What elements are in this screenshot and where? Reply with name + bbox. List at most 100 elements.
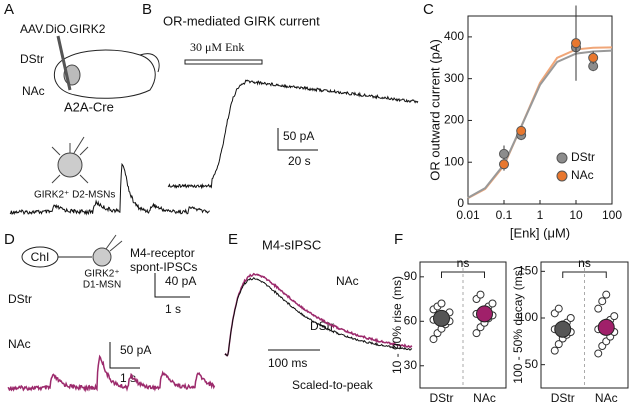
data-point [516,125,527,136]
data-point [594,349,603,358]
cell-label: ChI [31,250,50,264]
data-point [499,159,509,170]
trace-label: NAc [8,337,31,351]
data-point [554,304,563,313]
electrode [105,234,123,252]
drug-label: 30 μM Enk [190,40,244,54]
cell-label: GIRK2⁺ D2-MSNs [34,190,115,201]
data-point [437,299,446,308]
significance-bracket [441,271,485,278]
y-tick-label: 60 [404,313,418,327]
data-point [476,290,485,299]
panel-title: M4-receptor [130,246,195,260]
y-axis-label: 10 - 90% rise (ms) [390,276,404,374]
significance-label: ns [457,256,470,270]
data-point [554,340,563,349]
cell-label: GIRK2⁺ [84,269,119,280]
x-tick-label: DStr [430,391,454,405]
panel-title: OR-mediated GIRK current [163,13,320,28]
scale-bar [154,273,190,298]
trace-label: NAc [336,274,359,288]
x-tick-label: NAc [595,391,618,405]
significance-bracket [562,271,607,278]
scale-label: 50 pA [120,343,151,357]
significance-label: ns [578,256,591,270]
brain-outline [53,49,156,99]
panel-title: M4-sIPSC [262,237,321,252]
y-tick-label: 30 [404,358,418,372]
data-point [610,312,619,321]
x-tick-label: 100 [602,208,622,222]
x-tick-label: 1 [537,208,544,222]
legend-marker [556,152,568,164]
data-point [588,52,599,63]
trace-label: DStr [8,292,32,306]
legend-label: NAc [571,168,594,182]
y-tick-label: 50 [525,357,539,371]
dstr-sipsc-trace [224,277,413,357]
y-tick-label: 0 [457,196,464,210]
data-point [429,335,438,344]
cell-icon [92,247,112,267]
data-point [594,304,603,313]
data-point [602,290,611,299]
mean-marker [597,318,615,336]
x-axis-label: [Enk] (μM) [510,225,570,240]
legend-marker [556,170,568,182]
panel-label: E [228,231,238,248]
x-tick-label: DStr [551,391,575,405]
nac-trace [7,354,216,393]
y-tick-label: 150 [518,264,538,278]
scale-label: 20 s [288,154,311,168]
mouse-line: A2A-Cre [64,99,114,114]
data-point [488,299,497,308]
data-point [472,329,481,338]
y-tick-label: 90 [404,269,418,283]
scale-bar [109,342,140,369]
panel-title: spont-IPSCs [130,260,197,274]
y-axis-label: OR outward current (pA) [427,39,442,181]
cerebellum [139,53,160,73]
scale-label: 100 ms [268,356,307,370]
cell-label: D1-MSN [83,280,121,291]
y-tick-label: 100 [518,310,538,324]
injection-needle [56,35,72,91]
dstr-trace [9,162,210,216]
data-point [571,38,581,49]
mean-marker [433,309,450,327]
cell-icon [57,152,83,178]
note: Scaled-to-peak [292,378,374,392]
panel-label: A [4,1,14,18]
panel-label: F [394,231,403,248]
cell-dendrites [51,136,89,184]
y-axis-label: 100 - 50% decay (ms) [511,266,525,383]
fit-curve [467,49,613,199]
x-tick-label: 0.1 [496,208,513,222]
nac-sipsc-trace [224,272,413,357]
data-point [550,346,559,355]
scale-bar [277,128,318,151]
region-label: NAc [22,84,45,98]
y-tick-label: 200 [444,113,464,127]
x-tick-label: NAc [473,391,496,405]
data-point [598,297,607,306]
legend-label: DStr [571,150,595,164]
panel-label: B [142,1,152,18]
panel-label: C [423,1,434,18]
region-label: DStr [20,52,44,66]
x-tick-label: 0.01 [456,208,480,222]
virus-label: AAV.DiO.GIRK2 [20,22,106,36]
y-tick-label: 100 [444,154,464,168]
data-point [566,314,575,322]
scale-label: 40 pA [165,274,196,288]
scale-label: 1 s [165,302,181,316]
mean-marker [476,305,493,323]
x-tick-label: 10 [569,208,583,222]
y-tick-label: 400 [444,29,464,43]
panel-label: D [4,231,15,248]
mean-marker [554,320,572,338]
y-tick-label: 300 [444,71,464,85]
data-point [499,148,509,159]
current-trace [167,79,419,190]
